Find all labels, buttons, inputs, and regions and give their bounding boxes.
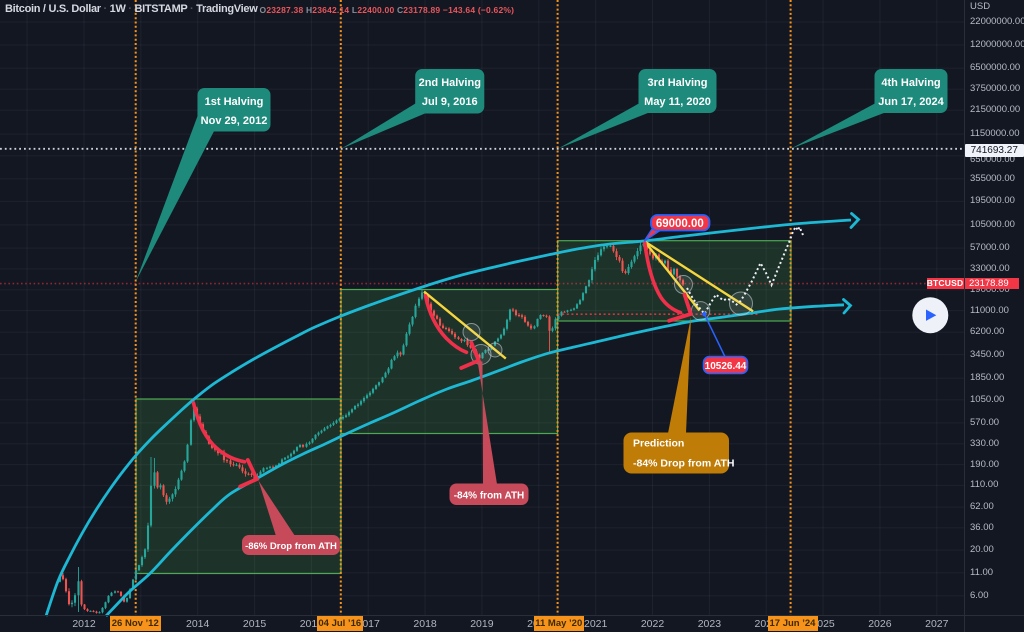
svg-text:-84% from ATH: -84% from ATH: [454, 491, 525, 502]
svg-text:4th Halving: 4th Halving: [881, 77, 940, 89]
svg-text:10526.44: 10526.44: [705, 361, 747, 372]
svg-text:3rd Halving: 3rd Halving: [648, 77, 708, 89]
svg-text:Jun 17, 2024: Jun 17, 2024: [878, 96, 944, 108]
svg-text:May 11, 2020: May 11, 2020: [644, 96, 711, 108]
svg-text:Nov 29, 2012: Nov 29, 2012: [201, 115, 268, 127]
svg-text:-86% Drop from ATH: -86% Drop from ATH: [245, 541, 337, 552]
svg-text:-84% Drop from ATH: -84% Drop from ATH: [633, 458, 735, 470]
svg-text:Prediction: Prediction: [633, 438, 684, 450]
svg-text:1st Halving: 1st Halving: [205, 96, 264, 108]
svg-text:69000.00: 69000.00: [656, 218, 704, 230]
svg-text:2nd Halving: 2nd Halving: [419, 77, 481, 89]
svg-text:Jul 9, 2016: Jul 9, 2016: [422, 96, 478, 108]
